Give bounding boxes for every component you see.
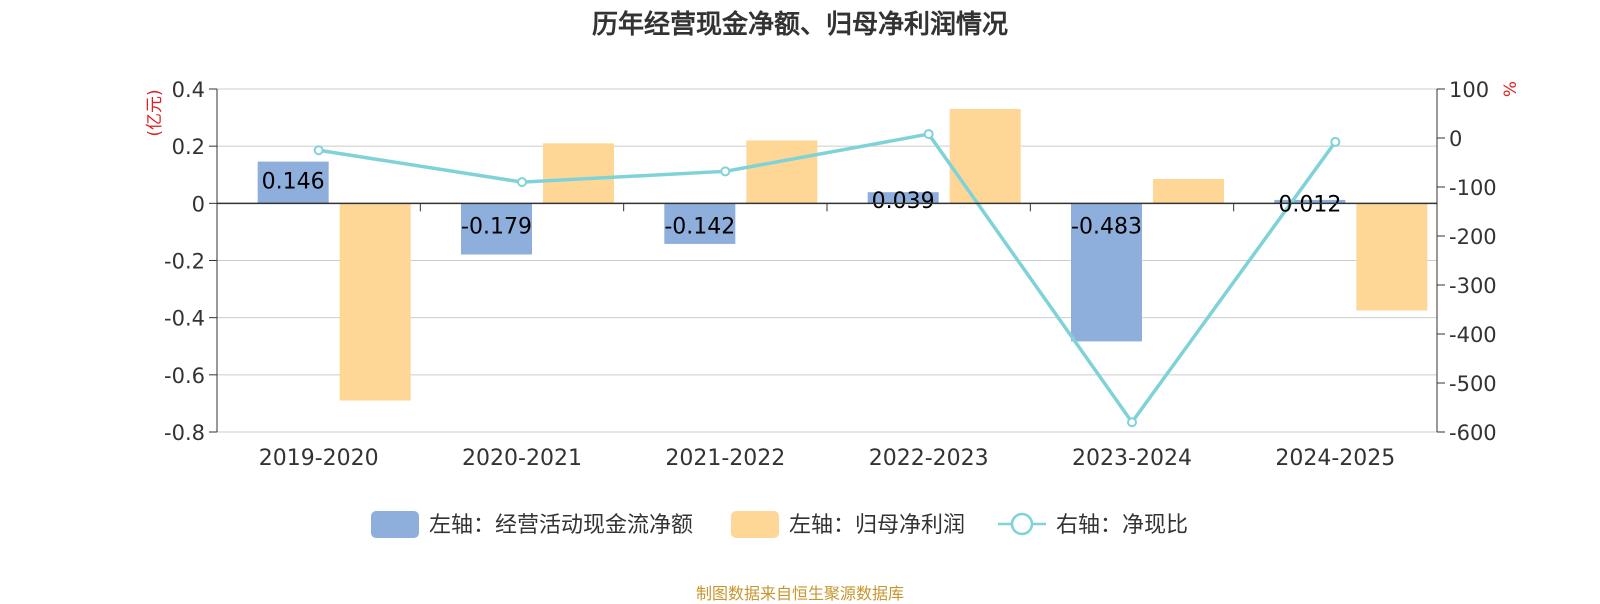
- left-axis: 0.4 0.2 0 -0.2 -0.4 -0.6 -0.8 (亿元): [145, 78, 218, 445]
- bar-net-profit: [339, 203, 411, 401]
- right-tick-label: -300: [1449, 274, 1497, 298]
- category-label: 2024-2025: [1275, 446, 1395, 471]
- legend: 左轴：经营活动现金流净额 左轴：归母净利润 右轴：净现比: [371, 511, 1188, 538]
- bar-cashflow: [461, 203, 532, 255]
- right-axis-unit: %: [1501, 81, 1521, 97]
- right-tick-label: 100: [1449, 78, 1489, 102]
- category-label: 2021-2022: [665, 446, 785, 471]
- right-tick-label: -500: [1449, 372, 1497, 396]
- bar-net-profit: [543, 143, 614, 204]
- legend-swatch-cashflow: [371, 511, 419, 538]
- left-tick-label: -0.2: [164, 250, 205, 274]
- legend-label-ratio: 右轴：净现比: [1056, 513, 1188, 538]
- ratio-point: [313, 145, 324, 156]
- bar-data-label: 0.146: [262, 169, 325, 194]
- category-label: 2019-2020: [259, 446, 379, 471]
- bar-cashflow: [257, 161, 329, 204]
- bar-data-label: 0.039: [872, 189, 935, 214]
- left-tick-label: -0.4: [164, 307, 205, 331]
- left-tick-label: -0.6: [164, 364, 205, 388]
- gridlines: [217, 88, 1437, 433]
- ratio-point: [1127, 417, 1137, 428]
- bar-cashflow: [1274, 199, 1346, 204]
- bar-data-label: -0.142: [664, 214, 735, 239]
- legend-swatch-net-profit: [731, 511, 779, 538]
- ratio-point: [923, 129, 934, 140]
- bar-net-profit: [1356, 203, 1428, 311]
- bar-data-label: -0.179: [461, 214, 532, 239]
- legend-marker-ratio: [1010, 512, 1034, 536]
- category-label: 2023-2024: [1072, 446, 1192, 471]
- left-tick-label: 0.2: [172, 135, 205, 159]
- ratio-line-path: [318, 132, 1337, 426]
- right-tick-label: -400: [1449, 323, 1497, 347]
- right-tick-label: -200: [1449, 225, 1497, 249]
- bar-cashflow: [1071, 203, 1142, 342]
- data-labels: 0.146 -0.179 -0.142 0.039 -0.483 0.012: [262, 169, 1342, 239]
- legend-label-net-profit: 左轴：归母净利润: [789, 513, 965, 538]
- bar-cashflow: [664, 203, 736, 244]
- legend-label-cashflow: 左轴：经营活动现金流净额: [429, 513, 693, 538]
- bar-net-profit: [1153, 179, 1224, 204]
- bar-data-label: 0.012: [1278, 193, 1341, 218]
- left-tick-label: -0.8: [164, 421, 205, 445]
- ratio-point: [720, 166, 731, 177]
- bar-data-label: -0.483: [1071, 214, 1142, 239]
- x-axis: 2019-2020 2020-2021 2021-2022 2022-2023 2023…: [216, 202, 1438, 471]
- source-note: 制图数据来自恒生聚源数据库: [695, 584, 904, 603]
- category-label: 2020-2021: [462, 446, 582, 471]
- right-tick-label: -100: [1449, 176, 1497, 200]
- right-tick-label: -600: [1449, 421, 1497, 445]
- chart-title: 历年经营现金净额、归母净利润情况: [591, 10, 1008, 40]
- bar-net-profit: [949, 109, 1021, 204]
- right-tick-label: 0: [1449, 127, 1462, 151]
- bar-cashflow: [867, 192, 939, 204]
- bars: [257, 109, 1428, 401]
- ratio-point: [517, 177, 527, 188]
- right-axis: 100 0 -100 -200 -300 -400 -500 -600%: [1436, 78, 1521, 445]
- ratio-point: [1330, 136, 1341, 147]
- left-tick-label: 0.4: [172, 78, 205, 102]
- left-tick-label: 0: [192, 192, 205, 216]
- category-label: 2022-2023: [869, 446, 989, 471]
- left-axis-unit: (亿元): [145, 89, 165, 136]
- ratio-line: [313, 129, 1341, 428]
- bar-net-profit: [746, 140, 818, 204]
